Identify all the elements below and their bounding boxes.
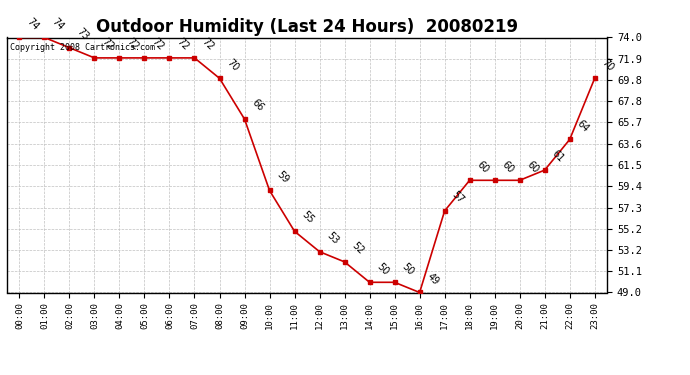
Text: 60: 60	[525, 159, 541, 175]
Text: 57: 57	[450, 189, 466, 206]
Text: 70: 70	[225, 57, 241, 73]
Text: 50: 50	[375, 261, 391, 277]
Text: 59: 59	[275, 169, 291, 185]
Text: Copyright 2008 Cartronics.com: Copyright 2008 Cartronics.com	[10, 43, 155, 52]
Text: 61: 61	[550, 149, 566, 165]
Text: 53: 53	[325, 230, 341, 246]
Text: 49: 49	[425, 271, 441, 287]
Text: 72: 72	[175, 36, 191, 52]
Text: 52: 52	[350, 240, 366, 256]
Title: Outdoor Humidity (Last 24 Hours)  20080219: Outdoor Humidity (Last 24 Hours) 2008021…	[96, 18, 518, 36]
Text: 55: 55	[300, 210, 316, 226]
Text: 74: 74	[25, 16, 41, 32]
Text: 66: 66	[250, 98, 266, 114]
Text: 64: 64	[575, 118, 591, 134]
Text: 74: 74	[50, 16, 66, 32]
Text: 72: 72	[100, 36, 116, 52]
Text: 50: 50	[400, 261, 416, 277]
Text: 72: 72	[150, 36, 166, 52]
Text: 72: 72	[125, 36, 141, 52]
Text: 60: 60	[475, 159, 491, 175]
Text: 60: 60	[500, 159, 516, 175]
Text: 73: 73	[75, 26, 91, 42]
Text: 70: 70	[600, 57, 616, 73]
Text: 72: 72	[200, 36, 216, 52]
